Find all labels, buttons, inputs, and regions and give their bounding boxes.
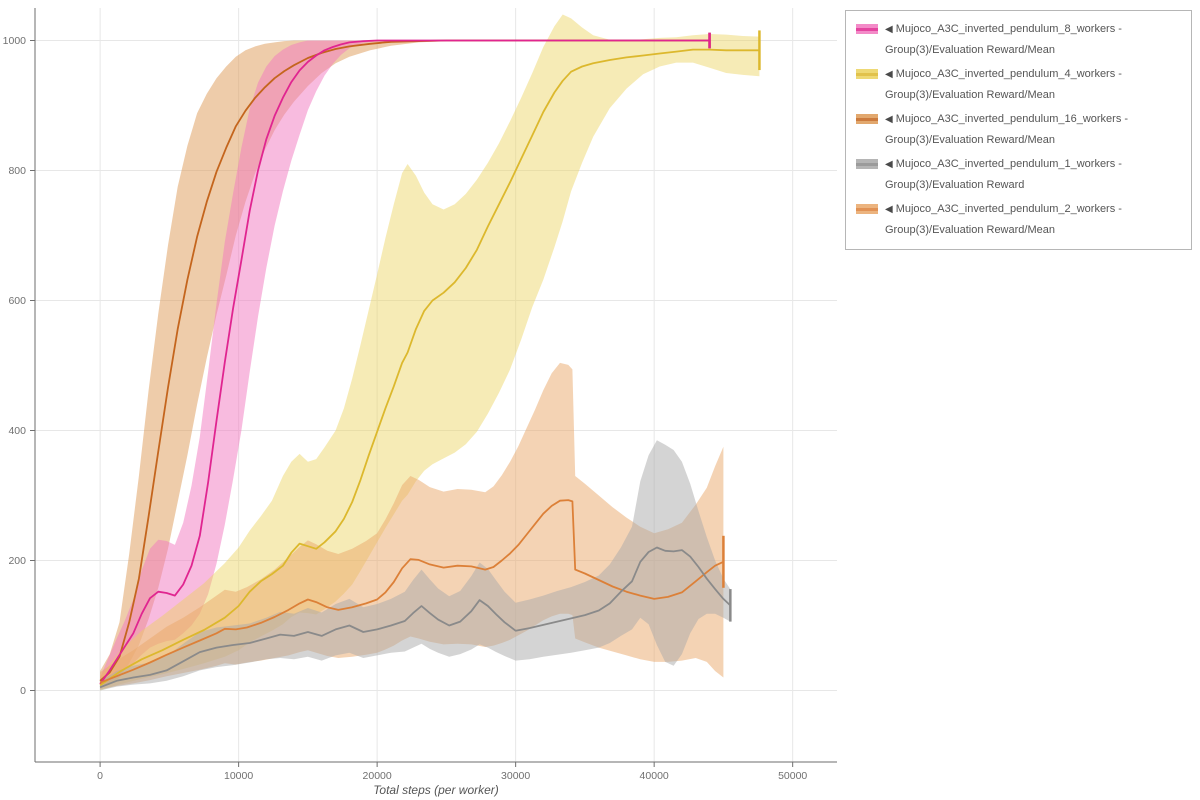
legend-entry-text: Mujoco_A3C_inverted_pendulum_2_workers -… xyxy=(885,203,1122,236)
legend-entry-4-workers[interactable]: ◀ Mujoco_A3C_inverted_pendulum_4_workers … xyxy=(856,64,1181,106)
legend-label: ◀ Mujoco_A3C_inverted_pendulum_16_workers… xyxy=(885,109,1181,151)
legend-label: ◀ Mujoco_A3C_inverted_pendulum_4_workers … xyxy=(885,64,1181,106)
line-4-workers xyxy=(99,48,760,687)
legend-swatch-4-workers xyxy=(856,69,878,79)
legend-swatch-line xyxy=(856,72,878,76)
legend-swatch-line xyxy=(856,162,878,166)
legend-swatch-16-workers xyxy=(856,114,878,124)
y-tick-label: 600 xyxy=(8,295,26,307)
legend-swatch-line xyxy=(856,27,878,31)
legend-swatch-8-workers xyxy=(856,24,878,34)
legend-entry-8-workers[interactable]: ◀ Mujoco_A3C_inverted_pendulum_8_workers … xyxy=(856,19,1181,61)
x-tick-label: 0 xyxy=(97,770,103,782)
band-8-workers xyxy=(100,40,710,689)
legend-entry-2-workers[interactable]: ◀ Mujoco_A3C_inverted_pendulum_2_workers … xyxy=(856,199,1181,241)
legend-label: ◀ Mujoco_A3C_inverted_pendulum_8_workers … xyxy=(885,19,1181,61)
legend-swatch-1-workers xyxy=(856,159,878,169)
line-8-workers xyxy=(99,39,710,685)
x-tick-label: 40000 xyxy=(640,770,669,782)
legend-entry-text: Mujoco_A3C_inverted_pendulum_1_workers -… xyxy=(885,158,1122,191)
legend-entry-text: Mujoco_A3C_inverted_pendulum_4_workers -… xyxy=(885,68,1122,101)
y-tick-label: 0 xyxy=(20,685,26,697)
x-axis-title: Total steps (per worker) xyxy=(373,783,499,797)
collapse-triangle-icon: ◀ xyxy=(885,204,893,215)
y-tick-label: 1000 xyxy=(3,35,27,47)
y-tick-label: 800 xyxy=(8,165,26,177)
legend-entry-text: Mujoco_A3C_inverted_pendulum_16_workers … xyxy=(885,113,1129,146)
band-4-workers xyxy=(100,14,760,691)
legend-label: ◀ Mujoco_A3C_inverted_pendulum_1_workers … xyxy=(885,154,1181,196)
legend-entry-1-workers[interactable]: ◀ Mujoco_A3C_inverted_pendulum_1_workers … xyxy=(856,154,1181,196)
collapse-triangle-icon: ◀ xyxy=(885,159,893,170)
legend-label: ◀ Mujoco_A3C_inverted_pendulum_2_workers … xyxy=(885,199,1181,241)
collapse-triangle-icon: ◀ xyxy=(885,114,893,125)
legend-swatch-line xyxy=(856,117,878,121)
x-tick-label: 20000 xyxy=(363,770,392,782)
legend: ◀ Mujoco_A3C_inverted_pendulum_8_workers … xyxy=(845,10,1192,250)
collapse-triangle-icon: ◀ xyxy=(885,24,893,35)
band-1-workers xyxy=(100,440,731,691)
legend-entry-text: Mujoco_A3C_inverted_pendulum_8_workers -… xyxy=(885,23,1122,56)
x-tick-label: 30000 xyxy=(501,770,530,782)
line-2-workers xyxy=(99,499,724,684)
collapse-triangle-icon: ◀ xyxy=(885,69,893,80)
x-tick-label: 50000 xyxy=(778,770,807,782)
line-1-workers xyxy=(99,546,731,689)
legend-entry-16-workers[interactable]: ◀ Mujoco_A3C_inverted_pendulum_16_workers… xyxy=(856,109,1181,151)
x-tick-label: 10000 xyxy=(224,770,253,782)
legend-swatch-2-workers xyxy=(856,204,878,214)
line-16-workers xyxy=(99,39,710,682)
legend-swatch-line xyxy=(856,207,878,211)
y-tick-label: 200 xyxy=(8,555,26,567)
y-tick-label: 400 xyxy=(8,425,26,437)
